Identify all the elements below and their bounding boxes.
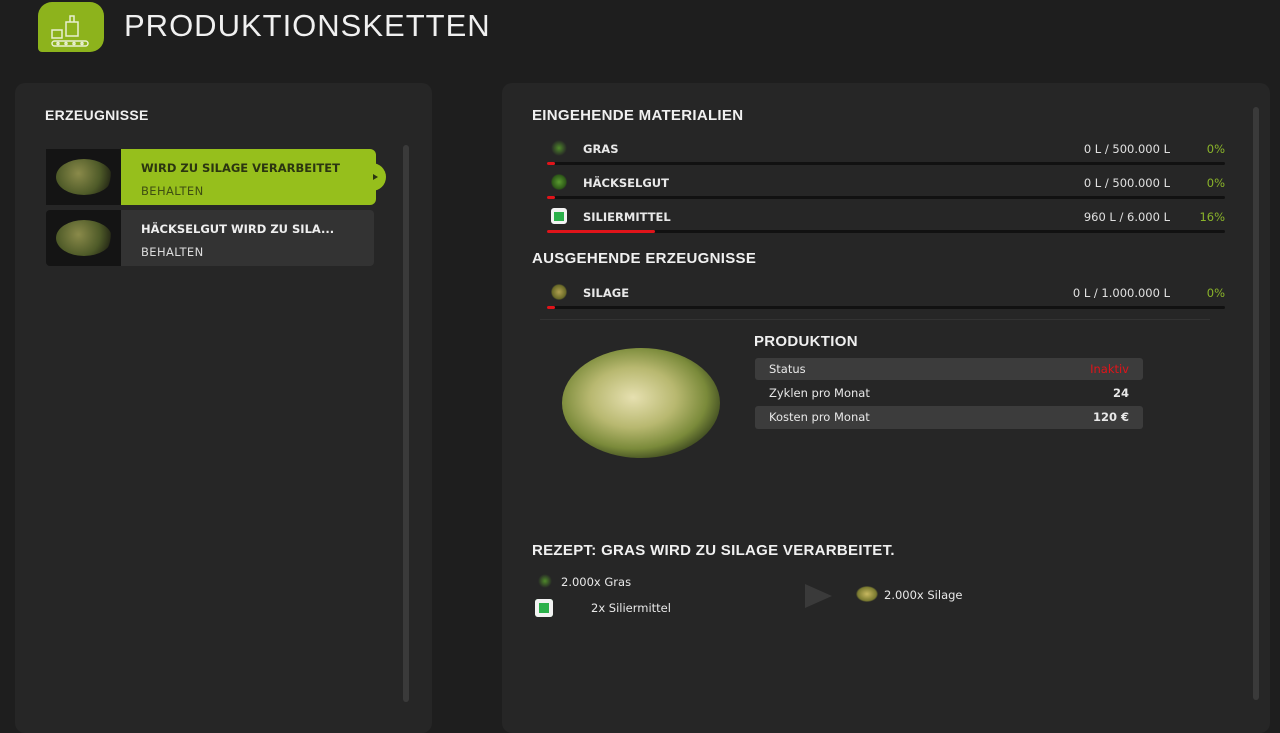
product-title: HÄCKSELGUT WIRD ZU SILA... [141,222,335,236]
material-row-haeckselgut: HÄCKSELGUT 0 L / 500.000 L 0% [547,172,1225,206]
costs-row: Kosten pro Monat 120 € [755,406,1143,429]
grass-icon [538,574,552,588]
incoming-heading: EINGEHENDE MATERIALIEN [532,107,744,124]
fill-bar [547,230,1225,233]
product-item[interactable]: WIRD ZU SILAGE VERARBEITET BEHALTEN [46,149,386,205]
chaff-thumbnail [46,210,121,266]
chaff-icon [551,174,567,190]
fill-level [547,162,555,165]
divider [540,319,1210,320]
silage-additive-icon [535,599,553,617]
status-badge: Inaktiv [1090,362,1129,376]
silage-additive-icon [551,208,567,224]
products-scrollbar[interactable] [403,145,409,702]
status-row: Status Inaktiv [755,358,1143,380]
product-item[interactable]: HÄCKSELGUT WIRD ZU SILA... BEHALTEN [46,210,374,266]
fill-level [547,230,656,233]
outgoing-heading: AUSGEHENDE ERZEUGNISSE [532,250,757,267]
fill-bar [547,196,1225,199]
grass-icon [551,140,567,156]
cycles-row: Zyklen pro Monat 24 [769,386,1129,400]
fill-level [547,196,555,199]
arrow-right-icon [805,584,832,608]
recipe-input: 2.000x Gras [561,575,632,589]
material-row-gras: GRAS 0 L / 500.000 L 0% [547,138,1225,172]
production-line-icon [38,2,104,52]
production-heading: PRODUKTION [754,333,858,350]
fill-level [547,306,555,309]
selected-arrow-icon [373,174,378,180]
silage-icon [856,586,878,602]
material-row-siliermittel: SILIERMITTEL 960 L / 6.000 L 16% [547,206,1225,240]
product-mode: BEHALTEN [141,245,204,259]
silage-icon [551,284,567,300]
recipe-input: 2x Siliermittel [591,601,671,615]
silage-thumbnail [46,149,121,205]
fill-bar [547,306,1225,309]
recipe-heading: REZEPT: GRAS WIRD ZU SILAGE VERARBEITET. [532,542,895,559]
page-title: PRODUKTIONSKETTEN [124,8,491,43]
product-title: WIRD ZU SILAGE VERARBEITET [141,161,340,175]
products-heading: ERZEUGNISSE [45,107,149,123]
recipe-output: 2.000x Silage [884,588,963,602]
fill-bar [547,162,1225,165]
product-row-silage: SILAGE 0 L / 1.000.000 L 0% [547,282,1225,316]
details-scrollbar[interactable] [1253,107,1259,700]
silage-image [562,348,720,458]
product-mode: BEHALTEN [141,184,204,198]
